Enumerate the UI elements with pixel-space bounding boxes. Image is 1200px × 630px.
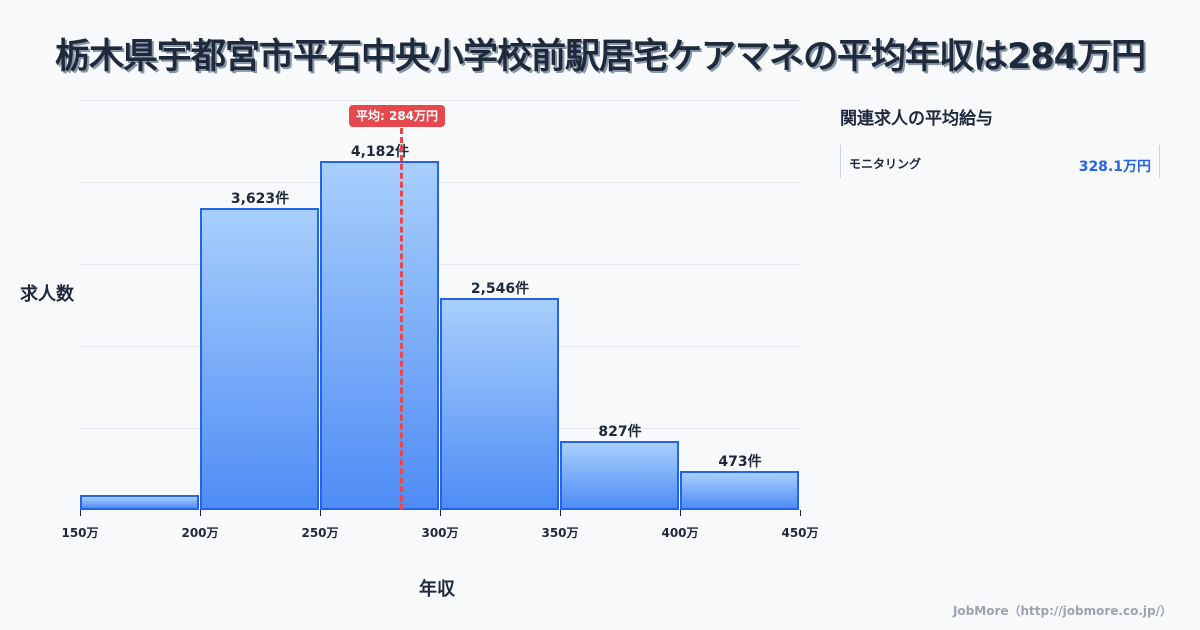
gridline <box>80 264 800 265</box>
gridline <box>80 182 800 183</box>
bar-value-label: 827件 <box>598 424 642 440</box>
x-tick <box>800 510 801 516</box>
bar-150-200[interactable] <box>80 495 199 510</box>
x-tick-label: 150万 <box>61 526 99 540</box>
x-tick <box>320 510 321 516</box>
x-tick <box>80 510 81 516</box>
related-job-name: モニタリング <box>849 157 922 171</box>
x-axis-label: 年収 <box>419 579 455 600</box>
bar-300-350[interactable] <box>440 298 559 510</box>
bar-400-450[interactable] <box>680 471 799 510</box>
x-tick <box>440 510 441 516</box>
bar-value-label: 4,182件 <box>350 144 410 160</box>
x-tick <box>200 510 201 516</box>
histogram-plot: 3,623件 4,182件 2,546件 827件 473件 <box>80 100 800 510</box>
average-line <box>400 128 403 510</box>
x-tick-label: 350万 <box>541 526 579 540</box>
bar-value-label: 473件 <box>718 454 762 470</box>
x-tick-label: 300万 <box>421 526 459 540</box>
x-tick-label: 450万 <box>781 526 819 540</box>
page-title: 栃木県宇都宮市平石中央小学校前駅居宅ケアマネの平均年収は284万円 <box>54 37 1146 77</box>
bar-200-250[interactable] <box>200 208 319 510</box>
x-tick <box>560 510 561 516</box>
y-axis-label: 求人数 <box>20 284 74 305</box>
gridline <box>80 100 800 101</box>
x-tick-label: 250万 <box>301 526 339 540</box>
related-job-salary: 328.1万円 <box>1078 159 1151 175</box>
bar-250-300[interactable] <box>320 161 439 510</box>
x-tick-label: 400万 <box>661 526 699 540</box>
related-job-row[interactable]: モニタリング 328.1万円 <box>840 145 1160 178</box>
x-tick <box>680 510 681 516</box>
footer-credit: JobMore（http://jobmore.co.jp/） <box>952 604 1172 618</box>
bar-value-label: 3,623件 <box>230 191 290 207</box>
average-badge: 平均: 284万円 <box>349 105 446 127</box>
bar-value-label: 2,546件 <box>470 281 530 297</box>
bar-350-400[interactable] <box>560 441 679 510</box>
x-tick-label: 200万 <box>181 526 219 540</box>
related-salary-title: 関連求人の平均給与 <box>840 109 993 129</box>
